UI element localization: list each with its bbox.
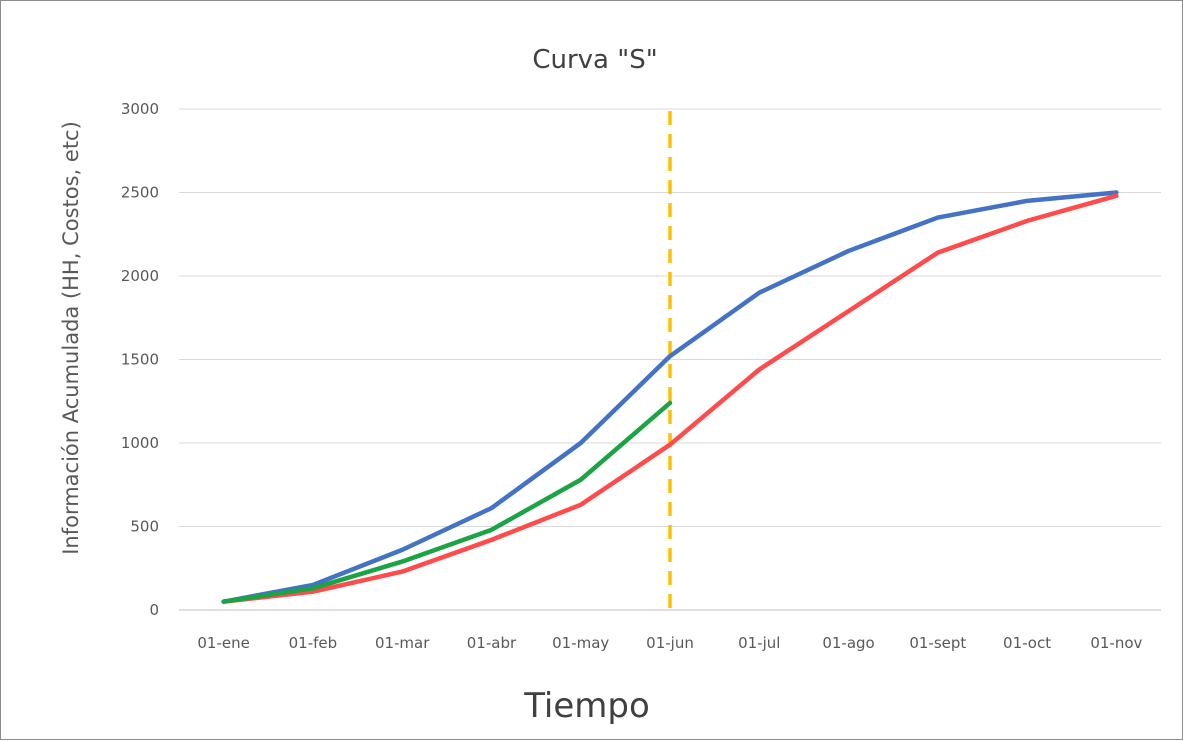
x-tick-label: 01-ago [822, 634, 874, 652]
x-tick-label: 01-sept [909, 634, 966, 652]
x-tick-label: 01-nov [1090, 634, 1142, 652]
x-tick-label: 01-jul [738, 634, 780, 652]
y-tick-label: 2000 [121, 267, 159, 285]
y-axis-label: Información Acumulada (HH, Costos, etc) [59, 121, 83, 555]
series-group [221, 190, 1119, 604]
series-line-3 [221, 400, 673, 604]
x-tick-label: 01-may [552, 634, 609, 652]
x-axis-ticks: 01-ene 01-feb 01-mar 01-abr 01-may 01-jun 01-j… [197, 634, 1142, 652]
y-tick-label: 3000 [121, 100, 159, 118]
x-axis-label: Tiempo [523, 686, 650, 726]
y-tick-label: 0 [149, 601, 159, 619]
y-tick-label: 1000 [121, 434, 159, 452]
y-axis-ticks: 0 500 1000 1500 2000 2500 3000 [121, 100, 159, 619]
x-tick-label: 01-oct [1003, 634, 1051, 652]
x-tick-label: 01-abr [467, 634, 517, 652]
series-line-2 [221, 193, 1119, 604]
chart-title: Curva "S" [532, 45, 657, 75]
y-tick-label: 1500 [121, 351, 159, 369]
x-tick-label: 01-mar [375, 634, 430, 652]
x-tick-label: 01-jun [646, 634, 694, 652]
x-tick-label: 01-feb [289, 634, 338, 652]
y-tick-label: 500 [130, 518, 159, 536]
x-tick-label: 01-ene [197, 634, 249, 652]
y-tick-label: 2500 [121, 184, 159, 202]
series-line-1 [221, 190, 1119, 604]
